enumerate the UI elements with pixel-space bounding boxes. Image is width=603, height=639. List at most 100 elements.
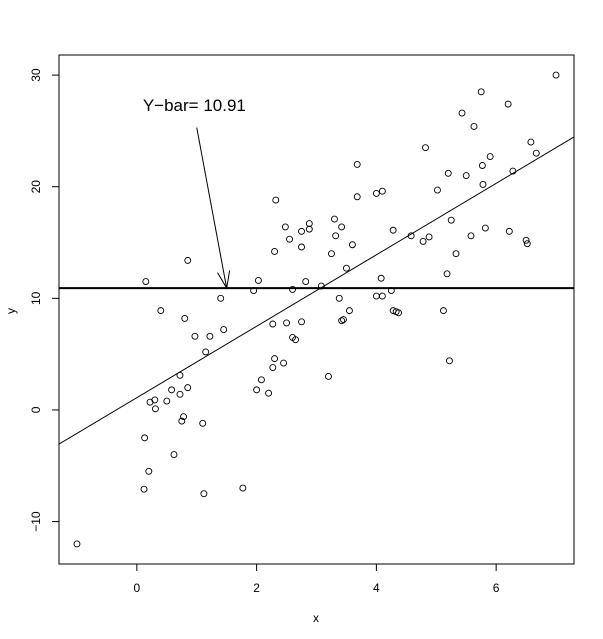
data-point xyxy=(458,109,466,117)
data-point xyxy=(73,540,81,548)
y-axis-label: y xyxy=(4,308,18,314)
x-tick-label: 0 xyxy=(134,581,141,595)
data-point xyxy=(335,294,343,302)
data-point xyxy=(271,355,279,363)
data-point xyxy=(265,389,273,397)
data-point xyxy=(206,332,214,340)
data-point xyxy=(178,417,186,425)
data-point xyxy=(271,248,279,255)
data-point xyxy=(298,227,305,235)
data-point xyxy=(467,232,475,240)
x-axis-label: x xyxy=(313,611,319,625)
y-tick-label: −10 xyxy=(29,511,43,532)
data-point xyxy=(170,451,178,459)
data-point xyxy=(387,287,395,294)
data-point xyxy=(372,292,380,300)
data-point xyxy=(272,196,280,204)
data-point xyxy=(180,413,188,421)
data-point xyxy=(269,364,277,371)
data-point xyxy=(422,144,429,152)
data-point xyxy=(445,357,453,365)
data-point xyxy=(317,282,325,290)
data-point xyxy=(353,193,361,201)
data-point xyxy=(504,100,512,108)
data-point xyxy=(168,386,176,394)
data-point xyxy=(184,384,192,392)
data-point xyxy=(220,326,228,334)
data-point xyxy=(440,307,447,315)
data-point xyxy=(281,223,289,231)
data-point xyxy=(395,309,402,317)
data-point xyxy=(289,285,296,293)
data-point xyxy=(345,307,353,315)
data-point xyxy=(522,236,530,244)
data-point xyxy=(305,220,313,228)
data-point xyxy=(444,169,452,177)
regression-line xyxy=(59,136,574,445)
data-point xyxy=(552,71,560,79)
x-tick-label: 2 xyxy=(253,581,260,595)
data-point xyxy=(239,484,247,492)
data-point xyxy=(372,189,380,197)
data-point xyxy=(353,160,361,168)
annotation-arrow xyxy=(196,127,228,289)
data-point xyxy=(532,149,540,157)
data-point xyxy=(481,224,489,232)
annotation-arrowhead xyxy=(217,270,231,290)
data-point xyxy=(157,307,165,315)
data-point xyxy=(151,405,159,413)
data-point xyxy=(523,240,531,248)
data-point xyxy=(407,232,415,240)
data-point xyxy=(505,227,513,235)
y-bar-annotation-label: Y−bar= 10.91 xyxy=(143,96,246,115)
data-point xyxy=(342,264,350,272)
plot-frame xyxy=(58,54,575,565)
data-point xyxy=(419,237,427,245)
reference-lines xyxy=(59,136,574,445)
data-point xyxy=(250,287,258,294)
data-point xyxy=(452,250,460,258)
data-point xyxy=(298,318,305,326)
data-point xyxy=(280,359,288,367)
x-tick-label: 4 xyxy=(373,581,380,595)
data-point xyxy=(486,153,494,161)
data-point xyxy=(378,187,386,195)
data-point xyxy=(447,216,455,224)
x-axis: 0 2 4 6 xyxy=(134,564,500,595)
data-point xyxy=(142,278,150,286)
data-point xyxy=(443,270,451,278)
data-point xyxy=(389,226,397,234)
data-point xyxy=(331,215,338,223)
data-point xyxy=(339,316,347,323)
data-point xyxy=(378,292,386,300)
data-point xyxy=(176,371,184,379)
data-point xyxy=(257,376,265,384)
data-point xyxy=(527,138,535,146)
data-point xyxy=(509,167,517,175)
data-point xyxy=(338,317,346,325)
data-point xyxy=(425,233,433,241)
data-point xyxy=(283,319,291,327)
data-point xyxy=(199,419,207,427)
data-point xyxy=(151,396,159,404)
y-axis: −10 0 10 20 30 xyxy=(29,68,59,532)
y-tick-label: 20 xyxy=(29,180,43,194)
data-point xyxy=(269,320,277,328)
data-point xyxy=(217,294,225,302)
data-point xyxy=(338,223,346,231)
data-point xyxy=(254,277,262,284)
y-tick-label: 30 xyxy=(29,68,43,82)
data-point xyxy=(478,162,486,169)
data-point xyxy=(302,278,310,286)
data-point xyxy=(200,490,208,498)
data-point xyxy=(477,88,485,96)
data-point xyxy=(325,373,332,380)
data-point xyxy=(181,314,189,322)
y-tick-label: 0 xyxy=(29,406,43,413)
data-point xyxy=(332,232,340,240)
data-point xyxy=(163,397,171,405)
data-point xyxy=(462,172,470,180)
data-point xyxy=(348,241,356,249)
data-point xyxy=(184,256,192,264)
